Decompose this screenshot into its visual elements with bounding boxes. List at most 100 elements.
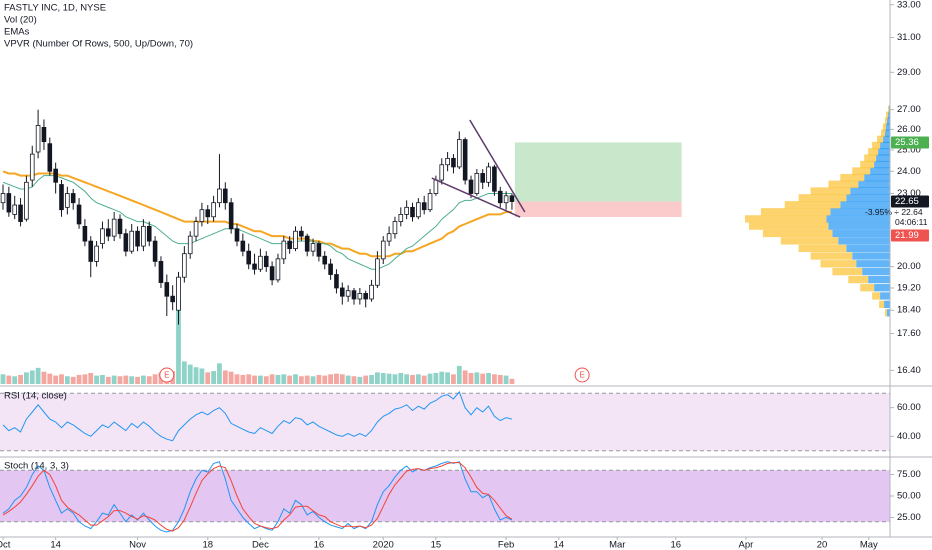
candle-body xyxy=(100,228,105,245)
candle-body xyxy=(445,157,450,166)
volume-bar xyxy=(18,374,23,384)
candle-body xyxy=(293,230,298,250)
volume-bar xyxy=(12,376,18,384)
volume-bar xyxy=(141,375,146,384)
candle-body xyxy=(146,225,152,242)
candle-body xyxy=(111,218,117,237)
candle-body xyxy=(269,266,275,281)
volume-bar xyxy=(287,375,293,384)
vpvr-up xyxy=(876,154,890,162)
candle-body xyxy=(41,127,47,143)
vpvr-down xyxy=(883,123,887,131)
volume-bar xyxy=(88,373,94,384)
volume-bar xyxy=(258,375,263,384)
indicator-line xyxy=(2,462,513,532)
price-badge xyxy=(891,195,929,208)
y-tick-label: 27.00 xyxy=(897,104,921,115)
vpvr-up xyxy=(832,229,890,238)
candle-body xyxy=(228,202,234,230)
candle-body xyxy=(135,230,140,247)
volume-bar xyxy=(451,374,456,384)
volume-bar xyxy=(123,375,129,384)
stop-badge xyxy=(891,229,929,242)
price-badge-label: 22.65 xyxy=(895,196,919,207)
candle-body xyxy=(170,295,175,303)
candle-body xyxy=(492,166,497,192)
candle-body xyxy=(29,153,35,181)
vpvr-up xyxy=(826,215,890,223)
volume-bar xyxy=(94,375,99,384)
vpvr-down xyxy=(877,135,884,143)
volume-bar xyxy=(462,370,468,384)
volume-bar xyxy=(82,374,88,384)
volume-bar xyxy=(310,376,316,384)
candle-body xyxy=(182,253,187,278)
candle-body xyxy=(258,255,263,270)
symbol-title: FASTLY INC, 1D, NYSE xyxy=(4,3,106,14)
y-tick-label: 24.00 xyxy=(897,166,921,177)
vpvr-up xyxy=(868,275,890,284)
vpvr-down xyxy=(828,180,859,188)
volume-bar xyxy=(135,376,140,384)
candle-body xyxy=(199,209,205,222)
vpvr-down xyxy=(886,111,889,119)
volume-bar xyxy=(474,372,480,384)
volume-bar xyxy=(427,373,433,384)
volume-bar xyxy=(100,374,105,384)
candle-body xyxy=(474,173,480,194)
candle-body xyxy=(456,139,462,168)
candle-body xyxy=(240,240,246,252)
vpvr-down xyxy=(748,222,829,230)
volume-bar xyxy=(217,363,222,384)
vpvr-down xyxy=(760,208,831,216)
vpvr-up xyxy=(846,244,890,253)
y-tick-label: 25.00 xyxy=(897,144,921,155)
volume-bar xyxy=(304,375,310,384)
candle-body xyxy=(88,240,94,262)
candle-body xyxy=(47,143,53,172)
earnings-label: E xyxy=(164,371,169,380)
volume-bar xyxy=(252,375,257,384)
vpvr-down xyxy=(798,244,847,253)
vpvr-up xyxy=(883,135,890,143)
candle-body xyxy=(345,290,351,297)
candle-body xyxy=(468,179,474,194)
candle-body xyxy=(462,139,468,181)
vpvr-down xyxy=(832,267,863,276)
candle-body xyxy=(6,193,12,213)
volume-bar xyxy=(199,368,205,384)
volume-bar xyxy=(480,373,486,384)
vpvr-up xyxy=(858,180,890,188)
vpvr-down xyxy=(762,229,833,238)
volume-bar xyxy=(345,375,351,384)
rsi-legend: RSI (14, close) xyxy=(4,391,67,402)
candle-body xyxy=(164,282,170,297)
candle-body xyxy=(18,204,23,222)
volume-legend: Vol (20) xyxy=(4,15,37,26)
volume-bar xyxy=(53,375,59,384)
volume-bar xyxy=(222,370,228,384)
candle-body xyxy=(439,164,445,181)
candle-body xyxy=(322,255,328,265)
volume-bar xyxy=(386,373,392,384)
candle-body xyxy=(76,204,82,225)
volume-bar xyxy=(76,374,82,384)
earnings-marker xyxy=(574,367,590,383)
volume-bar xyxy=(281,374,287,384)
candle-body xyxy=(451,157,456,168)
candle-body xyxy=(375,258,380,286)
x-tick-label: Feb xyxy=(498,540,514,550)
candle-body xyxy=(246,250,252,265)
volume-bar xyxy=(351,376,357,384)
volume-bar xyxy=(293,374,298,384)
volume-bar xyxy=(181,361,187,384)
y-tick-label: 25.00 xyxy=(897,512,921,523)
volume-bar xyxy=(6,375,12,384)
volume-bar xyxy=(328,374,333,384)
candle-body xyxy=(53,168,58,183)
candle-body xyxy=(65,193,70,208)
volume-bar xyxy=(415,374,421,384)
candle-body xyxy=(410,206,415,218)
